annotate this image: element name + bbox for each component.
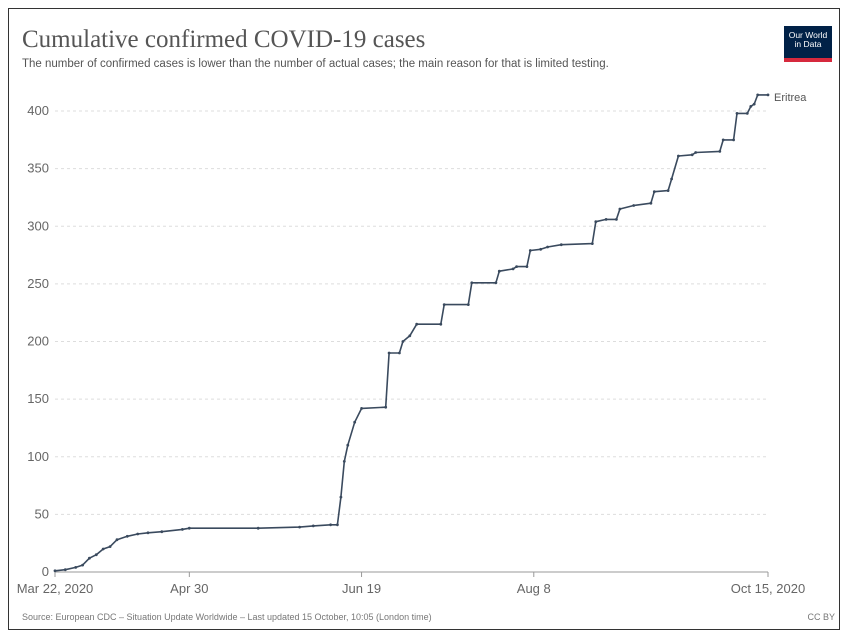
data-point	[439, 322, 443, 326]
series-label-eritrea: Eritrea	[774, 92, 807, 104]
data-point	[539, 247, 543, 251]
data-point	[398, 351, 401, 355]
data-point	[442, 303, 446, 306]
data-point	[470, 281, 474, 285]
data-point	[749, 105, 753, 108]
y-tick-label: 350	[27, 161, 49, 176]
data-point	[108, 545, 112, 548]
data-point	[256, 526, 260, 530]
data-point	[360, 407, 363, 410]
data-point	[160, 530, 164, 534]
data-point	[721, 138, 725, 142]
data-point	[528, 249, 532, 252]
data-point	[649, 201, 653, 205]
chart-title: Cumulative confirmed COVID-19 cases	[22, 26, 426, 53]
data-point	[677, 154, 680, 158]
chart-svg: 0 50 100 150 200 250 300 350 400 Mar 22, 2020 Apr …	[17, 92, 808, 596]
data-point	[690, 153, 694, 157]
data-point	[415, 322, 419, 326]
data-point	[511, 267, 515, 271]
data-point	[756, 93, 760, 97]
data-point	[336, 523, 339, 527]
data-point	[466, 303, 470, 306]
data-point	[670, 177, 673, 181]
data-point	[384, 405, 388, 409]
chart-subtitle: The number of confirmed cases is lower t…	[22, 58, 609, 70]
data-point	[346, 443, 350, 447]
data-point	[101, 547, 105, 551]
data-point	[732, 138, 735, 142]
data-point	[559, 243, 563, 247]
logo-line2: in Data	[794, 39, 822, 49]
series-line	[54, 94, 768, 572]
data-point	[53, 569, 57, 573]
data-point	[136, 532, 140, 536]
footer-source: Source: European CDC – Situation Update …	[22, 612, 432, 622]
data-point	[88, 556, 91, 560]
data-point	[594, 220, 598, 224]
y-tick-label: 50	[35, 506, 49, 521]
data-point	[525, 265, 529, 268]
data-point	[63, 568, 67, 572]
data-point	[342, 460, 346, 463]
x-tick-label: Mar 22, 2020	[17, 581, 94, 596]
data-point	[408, 334, 412, 338]
data-point	[181, 528, 184, 531]
y-tick-label: 0	[42, 564, 49, 579]
y-tick-label: 200	[27, 334, 49, 349]
x-tick-label: Aug 8	[517, 581, 551, 596]
y-tick-label: 100	[27, 449, 49, 464]
data-point	[632, 204, 636, 207]
x-tick-label: Apr 30	[170, 581, 208, 596]
data-point	[497, 269, 501, 273]
data-point	[494, 281, 498, 285]
data-point	[615, 218, 618, 221]
data-point	[329, 523, 332, 527]
data-point	[125, 534, 129, 538]
data-point	[752, 102, 756, 106]
data-point	[745, 112, 749, 115]
x-tick-label: Oct 15, 2020	[731, 581, 805, 596]
data-point	[515, 265, 518, 268]
data-point	[115, 538, 119, 542]
data-point	[546, 245, 549, 249]
chart-frame	[8, 8, 840, 630]
data-point	[298, 525, 301, 529]
owid-logo[interactable]: Our World in Data	[784, 26, 832, 62]
y-tick-label: 300	[27, 218, 49, 233]
data-point	[353, 420, 357, 424]
data-point	[718, 150, 722, 153]
data-point	[694, 151, 698, 154]
data-point	[604, 218, 608, 221]
x-tick-label: Jun 19	[342, 581, 381, 596]
data-point	[666, 189, 670, 193]
data-point	[74, 566, 78, 569]
data-point	[735, 112, 739, 115]
data-point	[766, 93, 770, 97]
y-tick-label: 150	[27, 391, 49, 406]
data-point	[401, 340, 405, 343]
footer-license[interactable]: CC BY	[807, 612, 835, 622]
data-point	[652, 190, 656, 194]
data-point	[387, 351, 391, 355]
data-point	[81, 563, 84, 567]
data-point	[311, 524, 315, 528]
data-point	[590, 242, 594, 246]
y-tick-label: 250	[27, 276, 49, 291]
logo-line1: Our World	[788, 30, 828, 40]
data-point	[339, 495, 343, 499]
y-tick-label: 400	[27, 103, 49, 118]
data-point	[187, 526, 191, 530]
data-point	[146, 531, 150, 535]
data-point	[618, 207, 622, 211]
data-point	[94, 553, 98, 557]
